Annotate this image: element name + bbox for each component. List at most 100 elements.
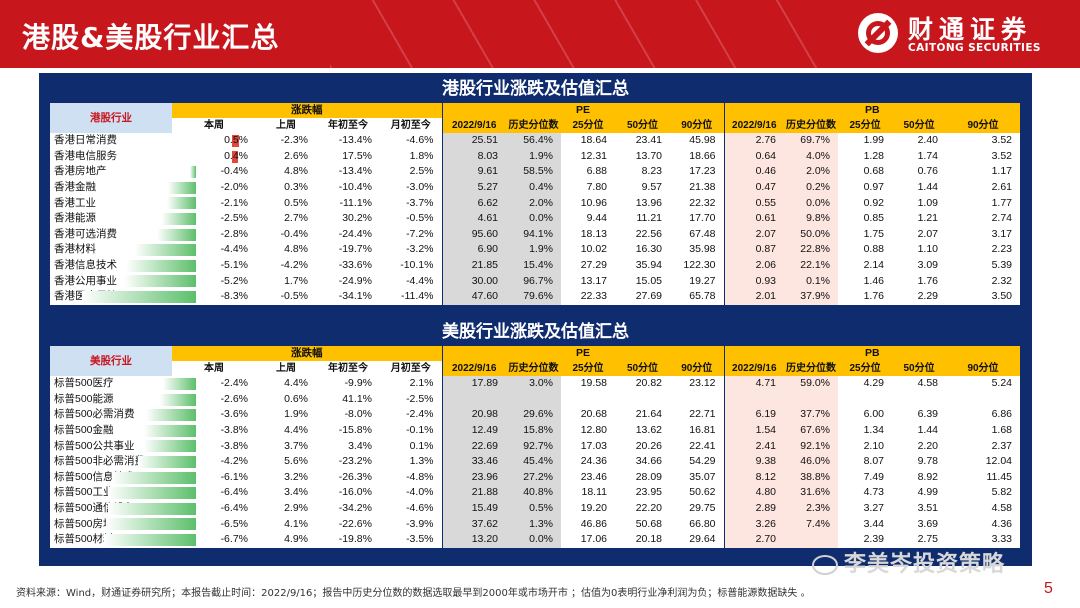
group-pb: PB <box>723 103 1020 118</box>
data-cell: -26.3% <box>338 470 372 483</box>
data-cell: 0.85 <box>863 212 885 225</box>
data-cell: -16.0% <box>338 486 372 499</box>
week-change-bar <box>144 440 196 453</box>
data-cell: 12.04 <box>985 455 1012 468</box>
column-header: 本周 <box>172 118 256 133</box>
column-header: 50分位 <box>892 118 947 133</box>
data-cell <box>506 391 561 408</box>
data-cell: 35.94 <box>635 259 662 272</box>
group-change: 涨跌幅 <box>172 103 442 118</box>
data-cell: 15.8% <box>506 422 561 439</box>
logo-mark-icon <box>858 13 898 53</box>
data-cell: 1.10 <box>917 243 939 256</box>
industry-name: 标普500金融 <box>54 424 114 437</box>
data-cell: 27.69 <box>635 290 662 303</box>
data-cell: 31.6% <box>784 485 839 501</box>
week-change-cell: -6.4% <box>108 501 256 517</box>
source-note: 资料来源：Wind，财通证券研究所；本报告截止时间：2022/9/16；报告中历… <box>16 588 811 599</box>
column-header: 2022/9/16 <box>441 361 506 376</box>
data-cell: 1.46 <box>863 274 885 287</box>
data-cell: 12.80 <box>580 424 607 437</box>
column-header: 90分位 <box>670 118 725 133</box>
data-cell: -4.0% <box>406 486 434 499</box>
data-cell: 5.39 <box>991 259 1012 272</box>
week-change-cell: -2.6% <box>160 392 256 408</box>
data-cell: 6.62 <box>441 195 506 211</box>
week-change-value: -6.5% <box>220 517 248 530</box>
data-cell: -22.6% <box>338 517 372 530</box>
data-cell: 27.29 <box>580 259 607 272</box>
data-cell: 4.4% <box>284 377 308 390</box>
week-change-cell: -2.0% <box>168 180 256 196</box>
data-cell: 9.57 <box>641 181 662 194</box>
page-number: 5 <box>1044 580 1053 597</box>
table-row: 香港工业 -2.1% 0.5% -11.1% -3.7% 6.62 2.0% 10.96 13.… <box>50 195 1020 211</box>
data-cell: 3.52 <box>991 149 1012 162</box>
data-cell: 1.99 <box>863 134 885 147</box>
data-cell <box>561 392 615 408</box>
data-cell: 37.62 <box>441 516 506 532</box>
data-cell: 21.64 <box>635 408 662 421</box>
data-cell: 3.17 <box>991 227 1012 240</box>
industry-name: 标普500医疗 <box>54 377 114 390</box>
week-change-value: 0.4% <box>224 149 248 162</box>
data-cell: 3.4% <box>348 439 372 452</box>
column-header: 25分位 <box>561 118 615 133</box>
week-change-bar <box>106 518 196 531</box>
week-change-value: -3.6% <box>220 408 248 421</box>
week-change-value: -6.4% <box>220 486 248 499</box>
group-pe: PE <box>441 346 725 361</box>
industry-name: 香港能源 <box>54 212 96 225</box>
table-row: 标普500通信设备 -6.4% 2.9% -34.2% -4.6% 15.49 0.5% 19… <box>50 500 1020 517</box>
data-cell: 3.69 <box>917 517 939 530</box>
data-cell: 0.5% <box>506 500 561 517</box>
table-row: 香港可选消费 -2.8% -0.4% -24.4% -7.2% 95.60 94.1% 18.… <box>50 226 1020 243</box>
week-change-bar <box>108 502 196 515</box>
data-cell: 4.9% <box>284 533 308 546</box>
data-cell: 8.12 <box>723 469 785 486</box>
week-change-value: -0.4% <box>220 165 248 178</box>
table-header-row-groups: 港股行业 涨跌幅 PE PB <box>50 103 1020 133</box>
week-change-cell: 0.4% <box>172 149 256 165</box>
column-header: 上周 <box>256 361 316 376</box>
data-cell: 3.50 <box>991 290 1012 303</box>
data-cell: 13.70 <box>635 149 662 162</box>
week-change-bar <box>135 244 196 257</box>
data-cell: 0.97 <box>863 181 885 194</box>
data-cell: 2.41 <box>723 438 785 454</box>
data-cell: 3.51 <box>917 502 939 515</box>
data-cell: 54.29 <box>689 455 716 468</box>
data-cell: 2.6% <box>284 149 308 162</box>
data-cell: -2.5% <box>406 392 434 405</box>
column-header: 50分位 <box>615 361 670 376</box>
data-cell: 0.6% <box>284 392 308 405</box>
week-change-bar <box>146 409 196 422</box>
data-cell: 3.26 <box>723 516 785 532</box>
data-cell: 4.4% <box>284 424 308 437</box>
data-cell: -2.4% <box>406 408 434 421</box>
column-header: 25分位 <box>561 361 615 376</box>
data-cell: 0.88 <box>863 243 885 256</box>
table-row: 香港信息技术 -5.1% -4.2% -33.6% -10.1% 21.85 15.4% 27… <box>50 257 1020 274</box>
data-cell: 3.44 <box>863 517 885 530</box>
data-cell: 19.58 <box>580 377 607 390</box>
data-cell: 0.1% <box>409 439 434 452</box>
week-change-value: -2.4% <box>220 377 248 390</box>
data-cell: 1.3% <box>409 455 434 468</box>
column-header: 25分位 <box>838 118 893 133</box>
data-cell: 56.4% <box>506 133 561 149</box>
table-row: 香港日常消费 0.5% -2.3% -13.4% -4.6% 25.51 56.4% 18.6… <box>50 133 1020 149</box>
data-cell: -7.2% <box>406 227 434 240</box>
data-cell: 2.14 <box>863 259 885 272</box>
data-cell: 4.29 <box>863 377 885 390</box>
data-cell: 0.61 <box>723 210 785 227</box>
week-change-value: 0.5% <box>224 134 248 147</box>
data-cell: 0.0% <box>784 195 839 211</box>
data-cell: 1.9% <box>506 242 561 258</box>
column-header: 本周 <box>172 361 256 376</box>
week-change-cell: -3.8% <box>144 438 256 454</box>
data-cell: -15.8% <box>338 424 372 437</box>
data-cell: 17.89 <box>441 376 506 392</box>
data-cell: 67.6% <box>784 422 839 439</box>
data-cell: -8.0% <box>344 408 372 421</box>
